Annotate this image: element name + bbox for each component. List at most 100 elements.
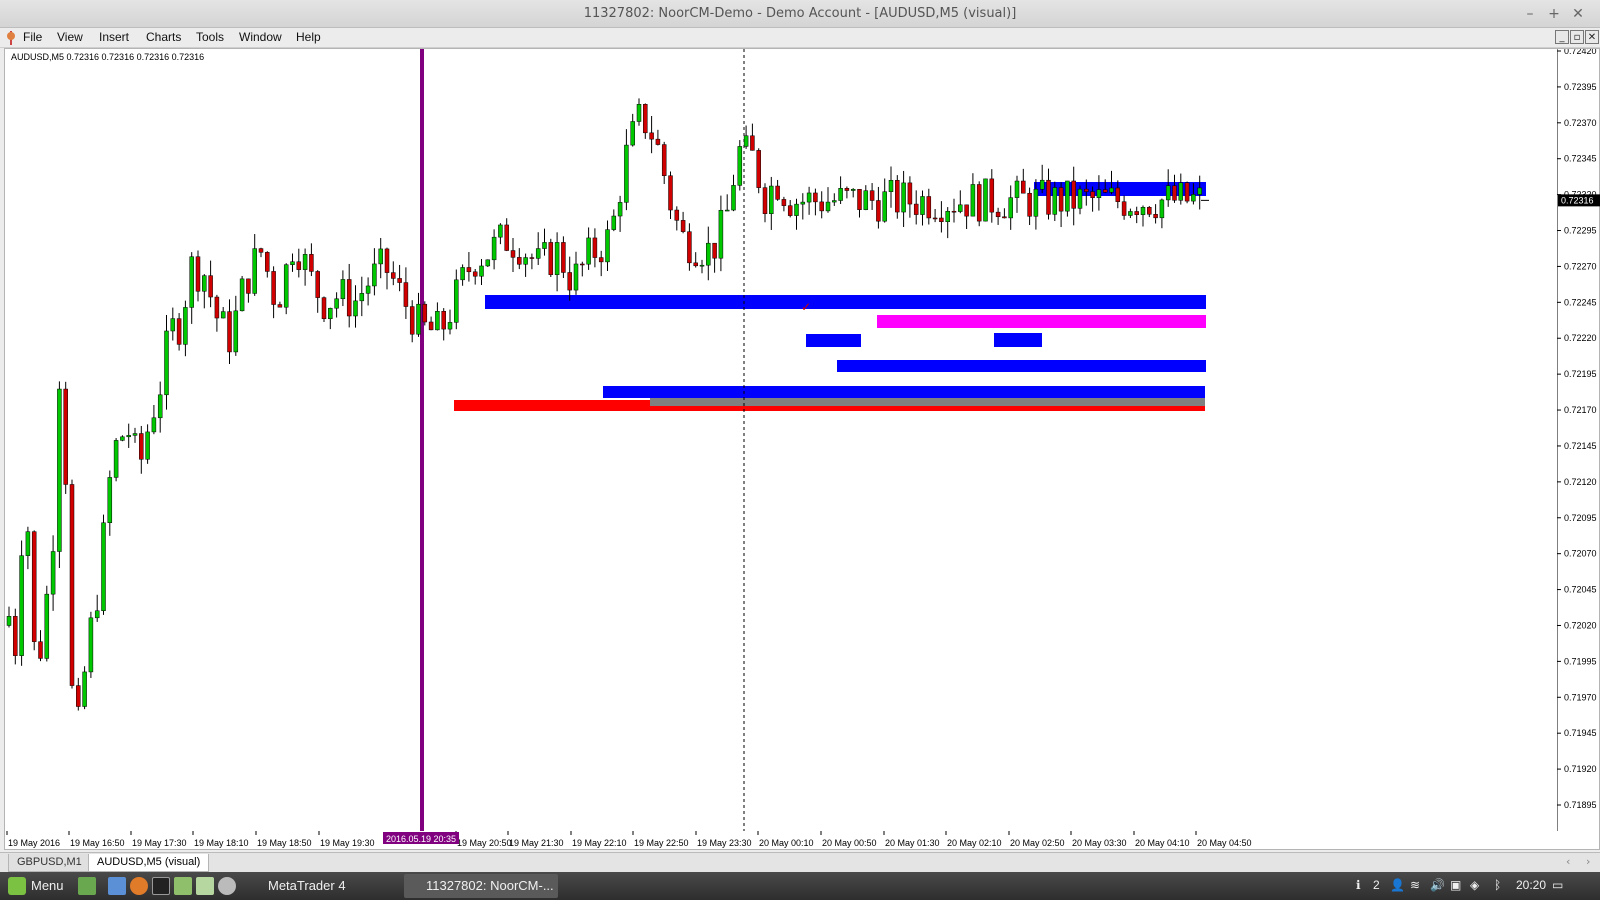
- folder-icon[interactable]: [174, 877, 192, 895]
- candle-body: [1027, 192, 1032, 217]
- price-tick-label: 0.72195: [1564, 369, 1597, 379]
- tab-scroll-right-icon[interactable]: ›: [1586, 855, 1591, 868]
- tab-audusd-m5-visual[interactable]: AUDUSD,M5 (visual): [88, 854, 210, 872]
- time-tick-label: 20 May 02:50: [1010, 838, 1065, 848]
- firefox-icon[interactable]: [130, 877, 148, 895]
- candle-body: [819, 201, 824, 212]
- candle-body: [832, 200, 837, 203]
- candle-body: [435, 311, 440, 331]
- notification-icon[interactable]: ℹ: [1356, 878, 1361, 892]
- price-tick-label: 0.72370: [1564, 118, 1597, 128]
- candle-body: [1071, 180, 1076, 209]
- menu-view[interactable]: View: [57, 30, 83, 44]
- candle-body: [611, 215, 617, 230]
- candle-body: [1033, 188, 1039, 217]
- chart-minimize-button[interactable]: _: [1555, 30, 1569, 44]
- candle-body: [617, 202, 623, 217]
- tab-gbpusd-m1[interactable]: GBPUSD,M1: [8, 854, 91, 872]
- candle-body: [674, 209, 680, 221]
- price-tick-label: 0.72020: [1564, 620, 1597, 630]
- check-marker-icon: ✓: [801, 300, 811, 314]
- menu-tools[interactable]: Tools: [196, 30, 225, 44]
- candle-body: [195, 256, 201, 292]
- settings-icon[interactable]: [218, 877, 236, 895]
- time-tick-label: 19 May 18:10: [194, 838, 249, 848]
- price-zone: [806, 334, 861, 347]
- candle-body: [945, 210, 950, 222]
- candle-body: [649, 132, 654, 140]
- candle-body: [951, 210, 957, 213]
- price-tick-label: 0.71920: [1564, 764, 1597, 774]
- candle-body: [1153, 214, 1158, 219]
- price-tick-label: 0.72095: [1564, 513, 1597, 523]
- candle-body: [214, 296, 220, 319]
- candle-body: [958, 204, 963, 212]
- chart-restore-button[interactable]: ▫: [1570, 30, 1584, 44]
- candle-body: [850, 189, 856, 191]
- menu-insert[interactable]: Insert: [99, 30, 130, 44]
- menu-help[interactable]: Help: [296, 30, 321, 44]
- volume-icon[interactable]: 🔊: [1430, 878, 1445, 892]
- time-axis[interactable]: 19 May 2016 19 May 16:50 19 May 17:30 19 Ma…: [5, 831, 1600, 851]
- time-tick-label: 19 May 22:10: [572, 838, 627, 848]
- candle-body: [428, 321, 434, 331]
- candle-body: [939, 217, 944, 222]
- shield-icon[interactable]: ◈: [1470, 878, 1480, 892]
- candle-body: [466, 267, 472, 273]
- candle-body: [258, 248, 264, 253]
- menu-file[interactable]: File: [23, 30, 43, 44]
- network-icon[interactable]: ≋: [1410, 878, 1421, 892]
- display-icon[interactable]: ▭: [1552, 878, 1564, 892]
- show-desktop-icon[interactable]: [78, 877, 96, 895]
- chart-window[interactable]: ✓ AUDUSD,M5 0.72316 0.72316 0.72316 0.723…: [4, 48, 1600, 850]
- chart-close-button[interactable]: ✕: [1585, 30, 1599, 44]
- candle-body: [416, 303, 421, 335]
- candle-body: [680, 220, 686, 232]
- candle-body: [309, 254, 314, 272]
- price-zone: [877, 315, 1206, 328]
- text-editor-icon[interactable]: [196, 877, 214, 895]
- candle-body: [290, 261, 295, 265]
- task-metatrader-4[interactable]: MetaTrader 4: [268, 878, 346, 893]
- candle-body: [561, 242, 566, 273]
- file-manager-icon[interactable]: [108, 877, 126, 895]
- price-tick-label: 0.72220: [1564, 333, 1597, 343]
- user-icon[interactable]: 👤: [1390, 878, 1405, 892]
- bluetooth-icon[interactable]: ᛒ: [1494, 878, 1502, 892]
- candle-body: [554, 242, 560, 275]
- minimize-button[interactable]: –: [1526, 6, 1534, 22]
- price-axis[interactable]: 0.724200.723950.723700.723450.723200.722…: [1557, 49, 1600, 831]
- candle-body: [895, 180, 900, 213]
- candle-body: [731, 185, 736, 211]
- terminal-icon[interactable]: [152, 877, 170, 895]
- close-button[interactable]: ✕: [1572, 6, 1584, 22]
- candle-body: [50, 551, 56, 595]
- candle-body: [737, 146, 743, 186]
- candle-body: [353, 300, 358, 317]
- candle-body: [472, 271, 478, 277]
- candle-body: [365, 285, 371, 294]
- candle-body: [869, 190, 875, 201]
- tab-scroll-left-icon[interactable]: ‹: [1566, 855, 1571, 868]
- candle-body: [598, 257, 604, 263]
- time-tick-label: 19 May 22:50: [634, 838, 689, 848]
- task-mt4-chart-window[interactable]: 11327802: NoorCM-...: [404, 874, 558, 898]
- candle-body: [1046, 179, 1051, 215]
- start-menu-icon[interactable]: [8, 877, 26, 895]
- price-chart-plot[interactable]: ✓ AUDUSD,M5 0.72316 0.72316 0.72316 0.723…: [5, 49, 1557, 831]
- menu-window[interactable]: Window: [239, 30, 282, 44]
- candle-body: [397, 278, 402, 283]
- candle-body: [882, 191, 887, 222]
- title-bar: 11327802: NoorCM-Demo - Demo Account - […: [0, 0, 1600, 28]
- clipboard-icon[interactable]: ▣: [1450, 878, 1462, 892]
- maximize-button[interactable]: +: [1548, 6, 1560, 22]
- candle-body: [441, 311, 446, 330]
- candle-body: [624, 144, 629, 203]
- metatrader-app-icon[interactable]: [5, 31, 17, 45]
- current-price-label: 0.72316: [1561, 195, 1594, 205]
- candle-body: [1084, 188, 1089, 192]
- menu-charts[interactable]: Charts: [146, 30, 182, 44]
- candle-body: [687, 231, 692, 264]
- start-menu-button[interactable]: Menu: [31, 878, 64, 893]
- price-tick-label: 0.72345: [1564, 154, 1597, 164]
